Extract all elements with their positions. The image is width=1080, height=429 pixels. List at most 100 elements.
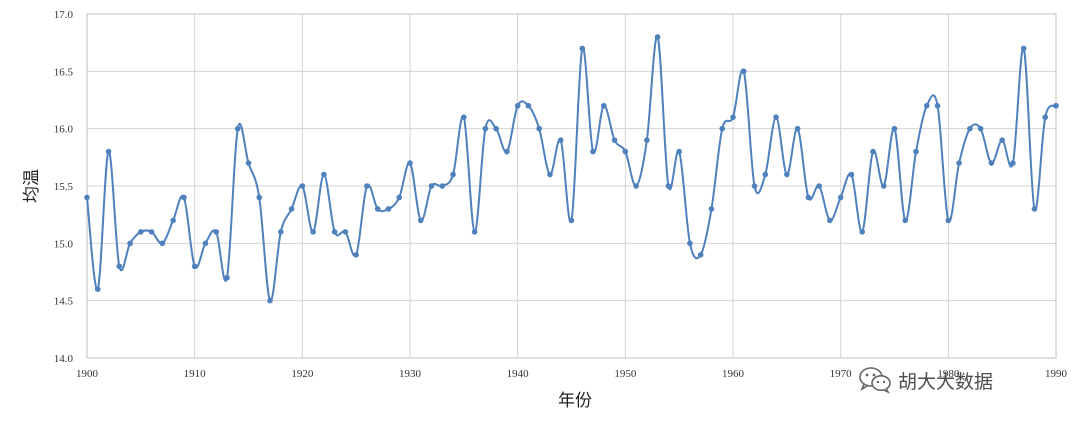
data-point <box>170 217 176 224</box>
data-point <box>493 125 499 132</box>
data-point <box>1020 45 1027 52</box>
data-point <box>525 102 532 109</box>
y-tick-label: 14.0 <box>54 353 74 365</box>
data-point <box>471 229 478 235</box>
data-point <box>364 183 370 189</box>
data-point <box>934 102 941 109</box>
x-tick-label: 1990 <box>1045 368 1068 380</box>
data-point <box>665 183 672 189</box>
data-point <box>331 229 338 235</box>
data-point <box>999 137 1005 143</box>
y-tick-label: 16.5 <box>54 66 74 78</box>
data-point <box>439 183 446 189</box>
x-axis-tick-labels: 1900 1910 1920 1930 1940 1950 1960 1970 1980 1990 <box>76 368 1068 380</box>
data-point <box>945 217 952 224</box>
data-point <box>590 148 596 155</box>
data-point <box>611 137 618 143</box>
data-point <box>396 194 403 201</box>
data-point <box>342 229 349 235</box>
data-point <box>644 137 650 143</box>
data-point <box>224 274 230 281</box>
data-point <box>956 160 962 166</box>
data-point <box>794 125 801 132</box>
data-point <box>913 148 919 155</box>
data-point <box>94 286 101 293</box>
data-point <box>547 171 553 178</box>
data-point <box>568 217 575 224</box>
x-tick-label: 1920 <box>291 368 314 380</box>
data-point <box>407 160 413 166</box>
x-tick-label: 1950 <box>614 368 637 380</box>
data-point <box>267 297 273 304</box>
data-point <box>773 114 779 120</box>
wechat-icon <box>859 367 891 394</box>
data-point <box>234 125 241 132</box>
y-axis-title: 均温 <box>22 169 42 203</box>
data-point <box>751 183 758 189</box>
data-point <box>859 229 865 235</box>
data-point <box>138 229 144 235</box>
data-point <box>148 229 155 235</box>
data-point <box>461 114 467 120</box>
y-tick-label: 16.0 <box>54 124 74 136</box>
data-point <box>353 252 359 258</box>
data-point <box>213 229 219 235</box>
data-point <box>967 125 973 132</box>
data-point <box>1031 206 1038 212</box>
data-point <box>719 125 726 132</box>
data-point <box>654 34 661 40</box>
y-tick-label: 15.0 <box>54 238 74 250</box>
data-point <box>1053 102 1059 109</box>
data-point <box>816 183 822 189</box>
x-tick-label: 1930 <box>399 368 422 380</box>
x-tick-label: 1980 <box>937 368 960 380</box>
data-point <box>848 171 855 178</box>
x-axis-title: 年份 <box>558 391 592 411</box>
data-point <box>191 263 198 270</box>
y-axis-tick-labels: 14.0 14.5 15.0 15.5 16.0 16.5 17.0 <box>54 9 74 365</box>
data-point <box>837 194 844 201</box>
data-point <box>256 194 263 201</box>
watermark: 胡大大数据 <box>858 366 993 394</box>
data-point <box>988 160 995 166</box>
data-point <box>601 102 607 109</box>
data-point <box>374 206 381 212</box>
data-point <box>891 125 898 132</box>
data-point <box>84 194 90 201</box>
data-point <box>676 148 682 155</box>
data-point <box>278 229 284 235</box>
data-point <box>417 217 424 224</box>
data-point <box>428 183 435 189</box>
x-tick-label: 1970 <box>830 368 853 380</box>
data-point <box>687 240 693 247</box>
data-point <box>127 240 133 247</box>
data-point <box>730 114 736 120</box>
data-point <box>514 102 521 109</box>
data-point <box>536 125 542 132</box>
data-point <box>116 263 123 270</box>
watermark-text: 胡大大数据 <box>898 370 994 393</box>
plot-area-frame <box>86 13 1057 359</box>
data-point <box>784 171 790 178</box>
data-point <box>557 137 564 143</box>
data-point <box>805 194 812 201</box>
series-line <box>86 35 1057 302</box>
data-point <box>977 125 984 132</box>
data-point <box>579 45 586 52</box>
data-point <box>288 206 295 212</box>
data-point <box>450 171 456 178</box>
series-points <box>84 34 1059 304</box>
y-tick-label: 15.5 <box>54 181 74 193</box>
data-point <box>321 171 327 178</box>
data-point <box>482 125 489 132</box>
data-point <box>762 171 769 178</box>
data-point <box>181 194 187 201</box>
data-point <box>924 102 930 109</box>
x-tick-label: 1960 <box>722 368 745 380</box>
x-tick-label: 1910 <box>184 368 207 380</box>
data-point <box>1010 160 1016 166</box>
data-point <box>504 148 510 155</box>
data-point <box>159 240 166 247</box>
data-point <box>1042 114 1049 120</box>
